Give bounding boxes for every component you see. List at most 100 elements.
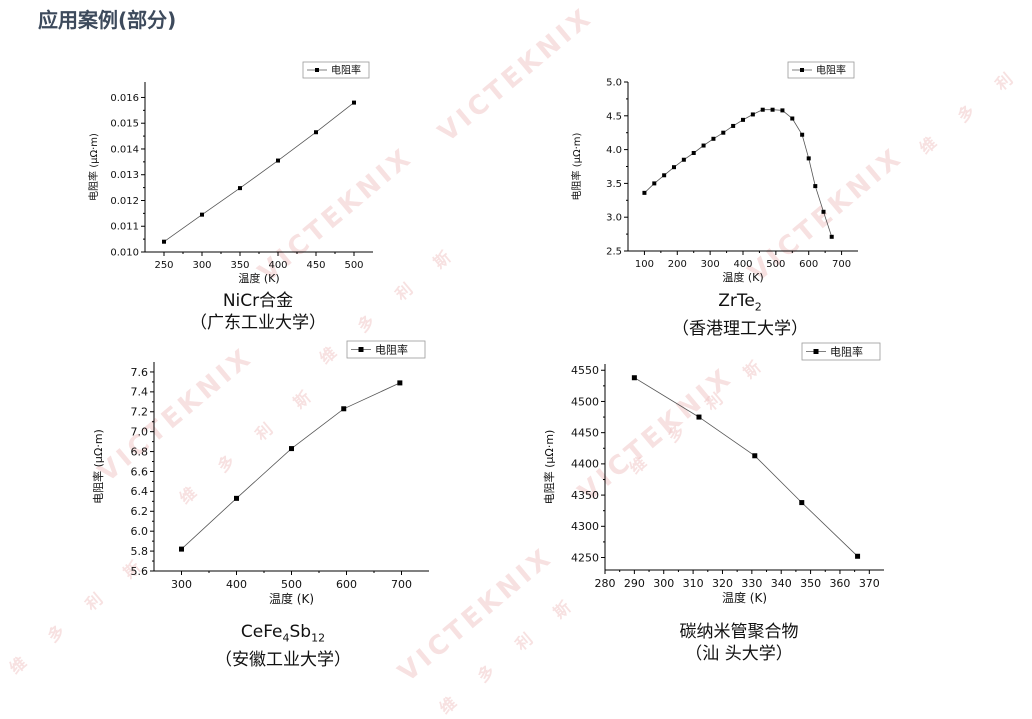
y-tick-label: 6.0 (131, 525, 149, 538)
data-point (681, 157, 686, 162)
y-tick-label: 6.6 (131, 465, 149, 478)
y-tick-label: 6.8 (131, 445, 149, 458)
legend-box (801, 342, 881, 361)
data-point (352, 100, 356, 105)
caption-institution: （广东工业大学） (190, 313, 326, 333)
x-axis-label: 温度 (K) (238, 271, 279, 285)
x-tick-label: 310 (683, 577, 704, 590)
data-point (179, 546, 184, 552)
data-point (341, 406, 347, 412)
y-tick-label: 0.016 (110, 93, 139, 104)
x-tick-label: 500 (281, 578, 302, 591)
x-tick-label: 200 (668, 259, 687, 270)
x-tick-label: 300 (701, 259, 720, 270)
legend-marker (800, 68, 804, 72)
x-axis-label: 温度 (K) (269, 591, 314, 606)
data-point (234, 495, 239, 501)
x-tick-label: 350 (800, 577, 821, 590)
caption-material-sub: 2 (754, 300, 762, 314)
legend-box (346, 340, 426, 359)
data-point (829, 234, 834, 239)
caption-institution: （安徽工业大学） (215, 650, 351, 671)
data-point (721, 130, 726, 135)
caption-cefe4sb12: CeFe4Sb12 （安徽工业大学） (183, 621, 383, 671)
y-axis-label: 电阻率 (μΩ·m) (570, 132, 583, 200)
x-tick-label: 300 (171, 578, 192, 591)
chart-zrte2: 100 200 300 400 500 600 700 2.5 3.0 3.5 4.0 4.5 5.0 温… (570, 61, 858, 284)
data-point (741, 117, 745, 122)
legend-label: 电阻率 (830, 344, 863, 358)
x-tick-label: 500 (766, 259, 785, 270)
x-tick-label: 350 (230, 260, 249, 271)
caption-nicr: NiCr合金 （广东工业大学） (158, 290, 358, 334)
data-point (711, 136, 716, 141)
data-point (750, 112, 755, 117)
data-point (790, 116, 795, 121)
y-tick-label: 7.4 (131, 386, 149, 399)
y-tick-label: 3.0 (606, 213, 622, 224)
x-tick-label: 600 (336, 578, 357, 591)
x-tick-label: 700 (832, 259, 851, 270)
data-point (760, 107, 765, 112)
legend-label: 电阻率 (375, 342, 408, 356)
x-tick-label: 280 (595, 577, 616, 590)
x-tick-label: 600 (799, 259, 818, 270)
data-point (855, 553, 861, 559)
legend-label: 电阻率 (816, 64, 846, 77)
legend-box (787, 61, 855, 79)
caption-material: NiCr合金 (222, 291, 294, 311)
chart-nicr: 250 300 350 400 450 500 0.010 0.011 0.012 0.013 0.… (87, 61, 373, 285)
x-tick-label: 500 (344, 260, 363, 271)
y-tick-label: 6.2 (131, 505, 149, 518)
y-tick-label: 0.014 (110, 144, 139, 155)
chart-cnt-polymer: 280 290 300 310 320 330 340 350 360 370 4250 4300 43… (542, 342, 884, 605)
caption-material-base: ZrTe (718, 291, 755, 311)
x-axis-label: 温度 (K) (722, 270, 763, 284)
data-point (752, 453, 758, 459)
x-tick-label: 400 (733, 259, 752, 270)
data-point (642, 190, 647, 195)
series-line (163, 102, 355, 243)
caption-material-sub: 4 (282, 631, 290, 645)
y-tick-label: 7.2 (131, 406, 149, 419)
chart-cefe4sb12: 300 400 500 600 700 5.6 5.8 6.0 6.2 6.4 6.6 6.8 7.0 7… (91, 340, 429, 606)
x-tick-label: 320 (712, 577, 733, 590)
legend-marker (315, 68, 319, 72)
data-point (701, 143, 706, 148)
caption-material: ZrTe2 (640, 290, 840, 318)
data-point (314, 130, 318, 135)
y-tick-label: 7.6 (131, 366, 149, 379)
y-tick-label: 0.013 (110, 170, 139, 181)
x-tick-label: 330 (741, 577, 762, 590)
page-title: 应用案例(部分) (38, 8, 177, 32)
series-line (634, 377, 858, 557)
data-point (800, 132, 805, 137)
data-point (731, 123, 736, 128)
data-point (691, 150, 696, 155)
data-point (631, 375, 637, 381)
data-point (696, 414, 702, 420)
x-tick-label: 400 (226, 578, 247, 591)
caption-material: 碳纳米管聚合物 (679, 622, 799, 642)
y-tick-label: 4.0 (606, 145, 622, 156)
x-axis-label: 温度 (K) (722, 590, 767, 605)
legend-marker (358, 347, 364, 352)
y-tick-label: 4250 (571, 551, 599, 564)
y-axis-label: 电阻率 (μΩ·m) (542, 430, 556, 505)
y-tick-label: 4400 (571, 458, 599, 471)
x-tick-label: 340 (771, 577, 792, 590)
y-tick-label: 4450 (571, 427, 599, 440)
x-tick-label: 300 (653, 577, 674, 590)
y-tick-label: 0.010 (110, 248, 139, 259)
data-point (821, 209, 826, 214)
y-tick-label: 5.8 (131, 545, 149, 558)
x-tick-label: 290 (624, 577, 645, 590)
data-point (799, 500, 805, 506)
data-point (162, 239, 166, 244)
y-tick-label: 0.012 (110, 196, 139, 207)
x-tick-label: 400 (268, 260, 287, 271)
x-tick-label: 700 (391, 578, 412, 591)
legend-label: 电阻率 (331, 64, 361, 77)
x-tick-label: 100 (635, 259, 654, 270)
y-tick-label: 5.6 (131, 565, 149, 578)
